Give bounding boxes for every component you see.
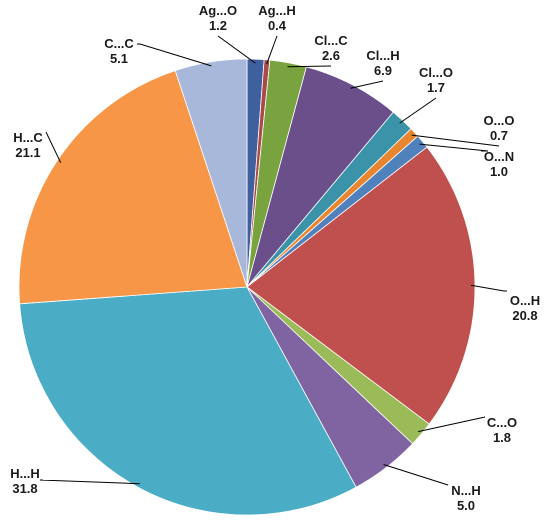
slice-label-h-c: H...C 21.1 — [13, 130, 43, 160]
slice-label-name: C...O — [487, 415, 517, 430]
pie-slices — [18, 58, 476, 516]
slice-label-c-c: C...C 5.1 — [104, 36, 134, 66]
slice-label-cl-h: Cl...H 6.9 — [366, 48, 399, 78]
slice-label-ag-h: Ag...H 0.4 — [258, 3, 296, 33]
pie-slice-h-c — [18, 70, 248, 305]
slice-label-value: 2.6 — [322, 48, 340, 63]
slice-label-value: 6.9 — [374, 63, 392, 78]
slice-label-o-n: O...N 1.0 — [484, 149, 514, 179]
slice-label-value: 0.4 — [268, 18, 287, 33]
leader-lines — [39, 35, 507, 486]
leader-line-o-n — [419, 143, 489, 152]
leader-line-o-o — [411, 134, 500, 147]
leader-line-n-h — [383, 464, 449, 486]
slice-label-o-o: O...O 0.7 — [483, 113, 514, 143]
slice-label-c-o: C...O 1.8 — [487, 415, 517, 445]
slice-label-value: 20.8 — [512, 308, 537, 323]
leader-line-h-c — [45, 131, 62, 163]
pie-slice-c-c — [174, 58, 248, 288]
slice-label-value: 21.1 — [15, 145, 40, 160]
slice-label-cl-c: Cl...C 2.6 — [314, 33, 348, 63]
slice-label-name: H...H — [10, 466, 40, 481]
leader-line-ag-o — [217, 35, 256, 64]
slice-label-name: O...O — [483, 113, 514, 128]
pie-slice-h-h — [19, 286, 357, 516]
slice-label-name: H...C — [13, 130, 43, 145]
leader-line-ag-h — [266, 35, 278, 65]
slice-label-name: Cl...O — [419, 65, 453, 80]
slice-label-h-h: H...H 31.8 — [10, 466, 40, 496]
slice-label-ag-o: Ag...O 1.2 — [199, 3, 237, 33]
slice-label-cl-o: Cl...O 1.7 — [419, 65, 453, 95]
pie-slice-o-h — [246, 146, 476, 425]
leader-line-c-o — [417, 416, 486, 433]
slice-label-name: Ag...O — [199, 3, 237, 18]
slice-label-name: Cl...C — [314, 33, 348, 48]
leader-line-cl-o — [399, 97, 437, 124]
slice-label-value: 1.2 — [209, 18, 227, 33]
slice-label-value: 1.0 — [490, 164, 508, 179]
slice-label-name: Ag...H — [258, 3, 296, 18]
slice-label-name: N...H — [451, 483, 481, 498]
slice-label-n-h: N...H 5.0 — [451, 483, 481, 513]
slice-label-value: 5.0 — [457, 498, 475, 513]
slice-label-value: 0.7 — [490, 128, 508, 143]
slice-label-value: 31.8 — [12, 481, 37, 496]
leader-line-cl-c — [287, 65, 332, 68]
slice-label-name: C...C — [104, 36, 134, 51]
slice-label-o-h: O...H 20.8 — [510, 293, 540, 323]
leader-line-cl-h — [350, 80, 384, 89]
leader-line-c-c — [137, 43, 212, 67]
slice-labels: Ag...O 1.2Ag...H 0.4Cl...C 2.6 Cl...H 6.9 Cl..… — [10, 3, 540, 513]
slice-label-value: 1.8 — [493, 430, 511, 445]
slice-label-name: Cl...H — [366, 48, 399, 63]
slice-label-value: 1.7 — [427, 80, 445, 95]
leader-line-o-h — [470, 284, 507, 292]
slice-label-value: 5.1 — [110, 51, 128, 66]
leader-line-h-h — [39, 479, 140, 485]
slice-label-name: O...N — [484, 149, 514, 164]
slice-label-name: O...H — [510, 293, 540, 308]
